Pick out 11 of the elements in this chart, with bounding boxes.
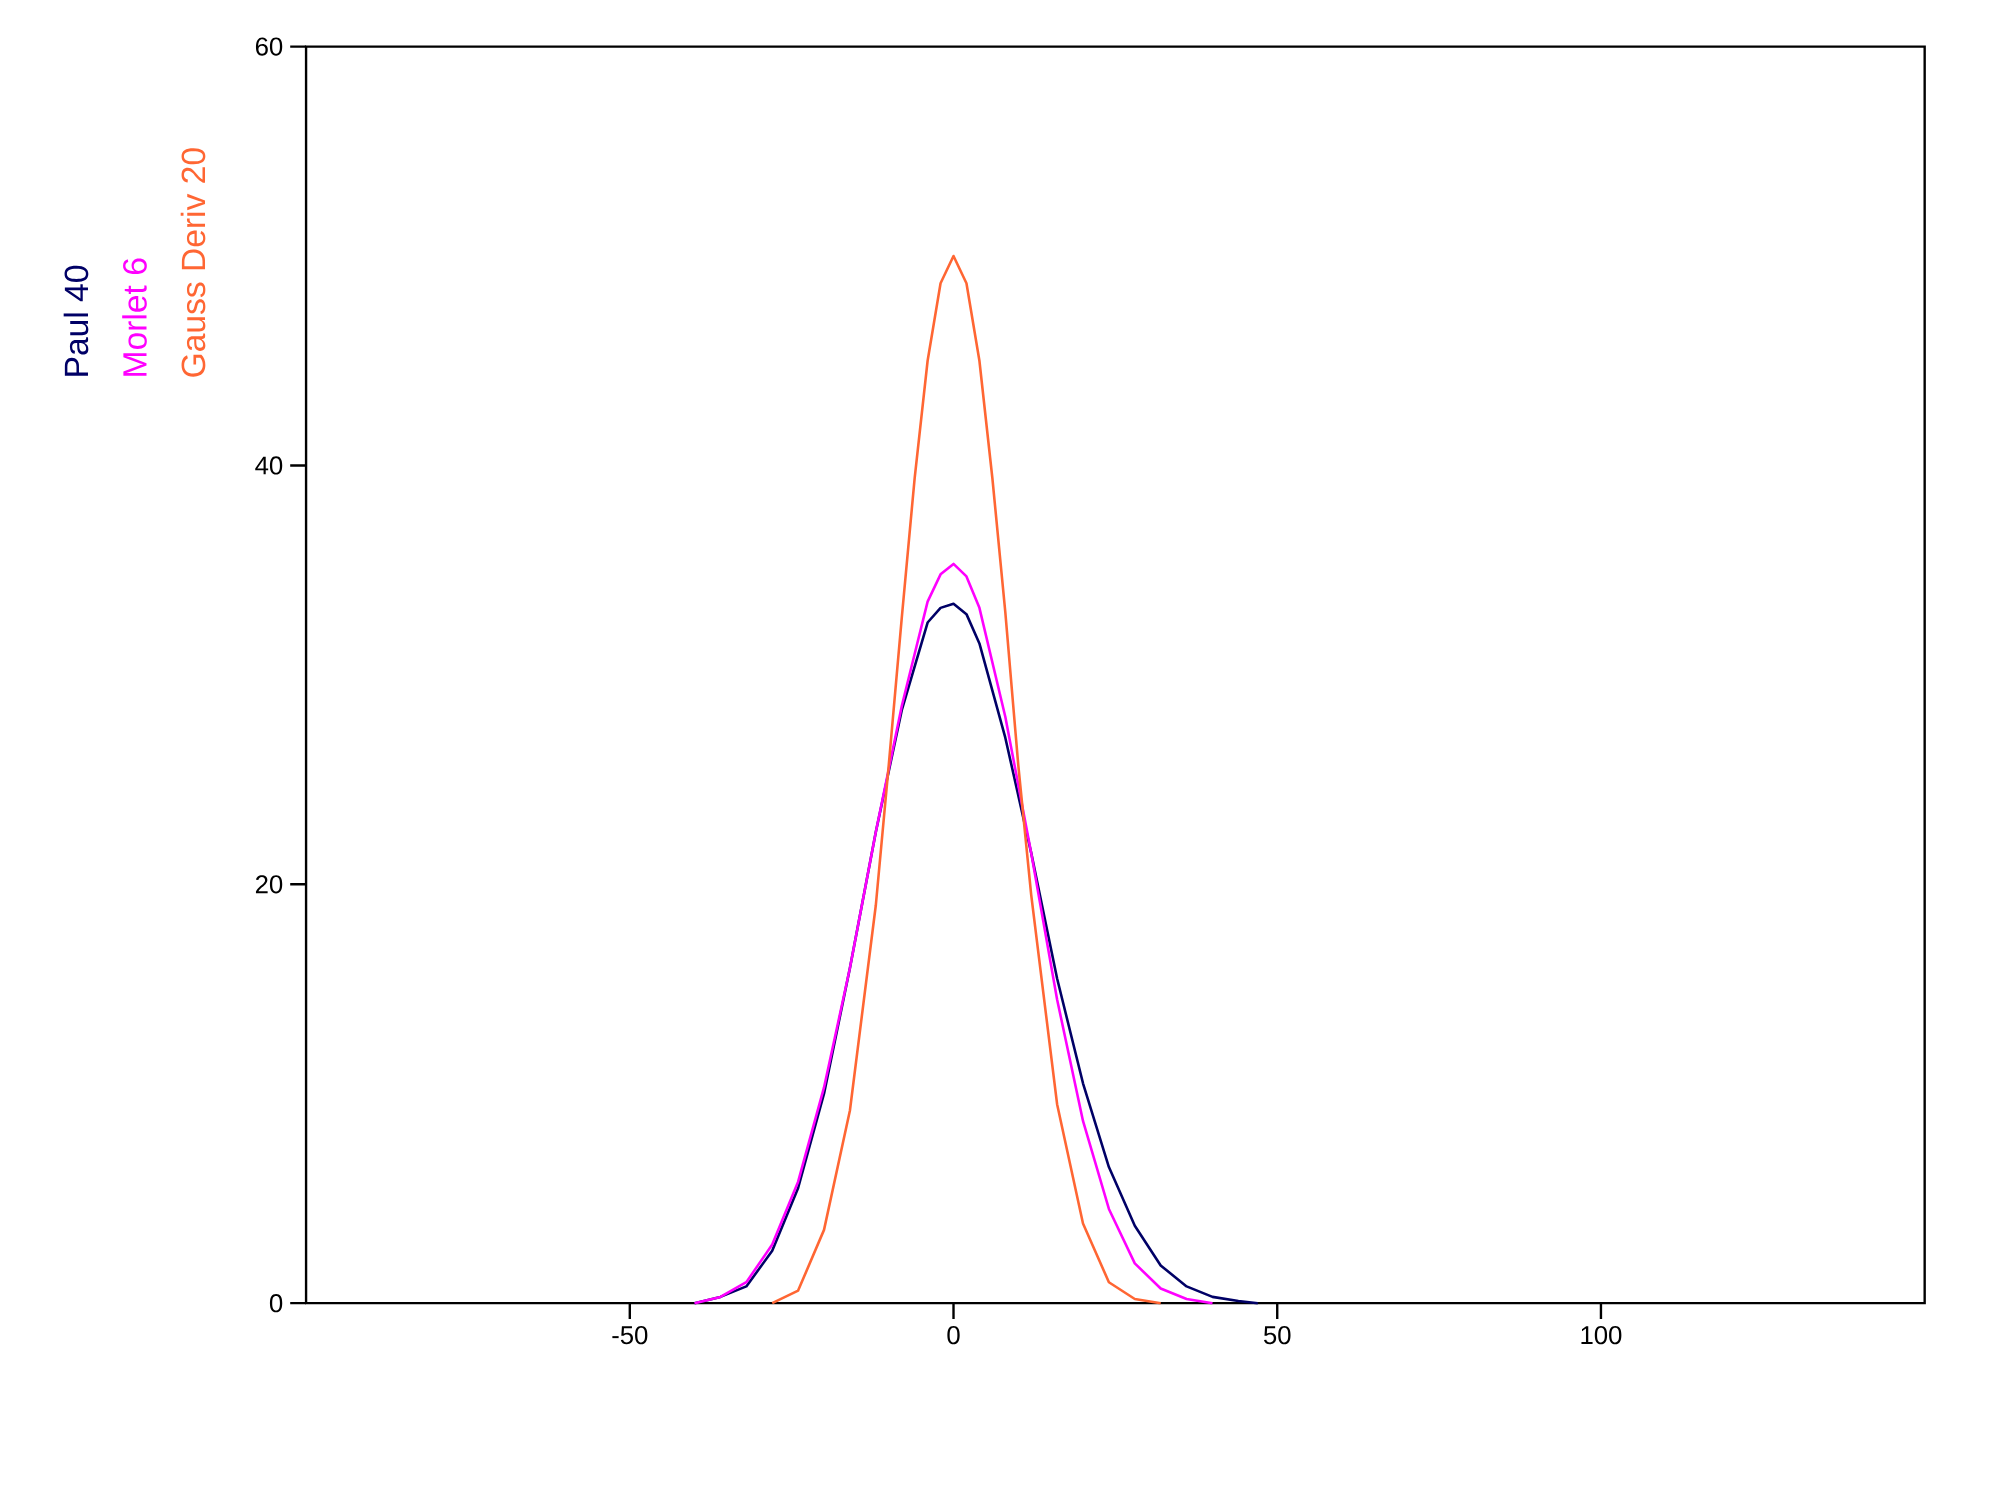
y-tick-label: 40 — [255, 456, 283, 475]
text: Gauss Deriv 20 — [180, 148, 206, 377]
x-tick-label: -50 — [612, 1326, 648, 1345]
x-tick-label: 100 — [1581, 1326, 1622, 1345]
text: Morlet 6 — [122, 258, 147, 376]
x-tick-label: 0 — [947, 1326, 960, 1345]
y-tick-label: 60 — [255, 37, 283, 56]
text: Paul 40 — [63, 266, 89, 376]
y-tick-label: 20 — [255, 875, 283, 894]
x-tick-label: 50 — [1263, 1326, 1291, 1345]
y-tick-label: 0 — [269, 1294, 283, 1313]
